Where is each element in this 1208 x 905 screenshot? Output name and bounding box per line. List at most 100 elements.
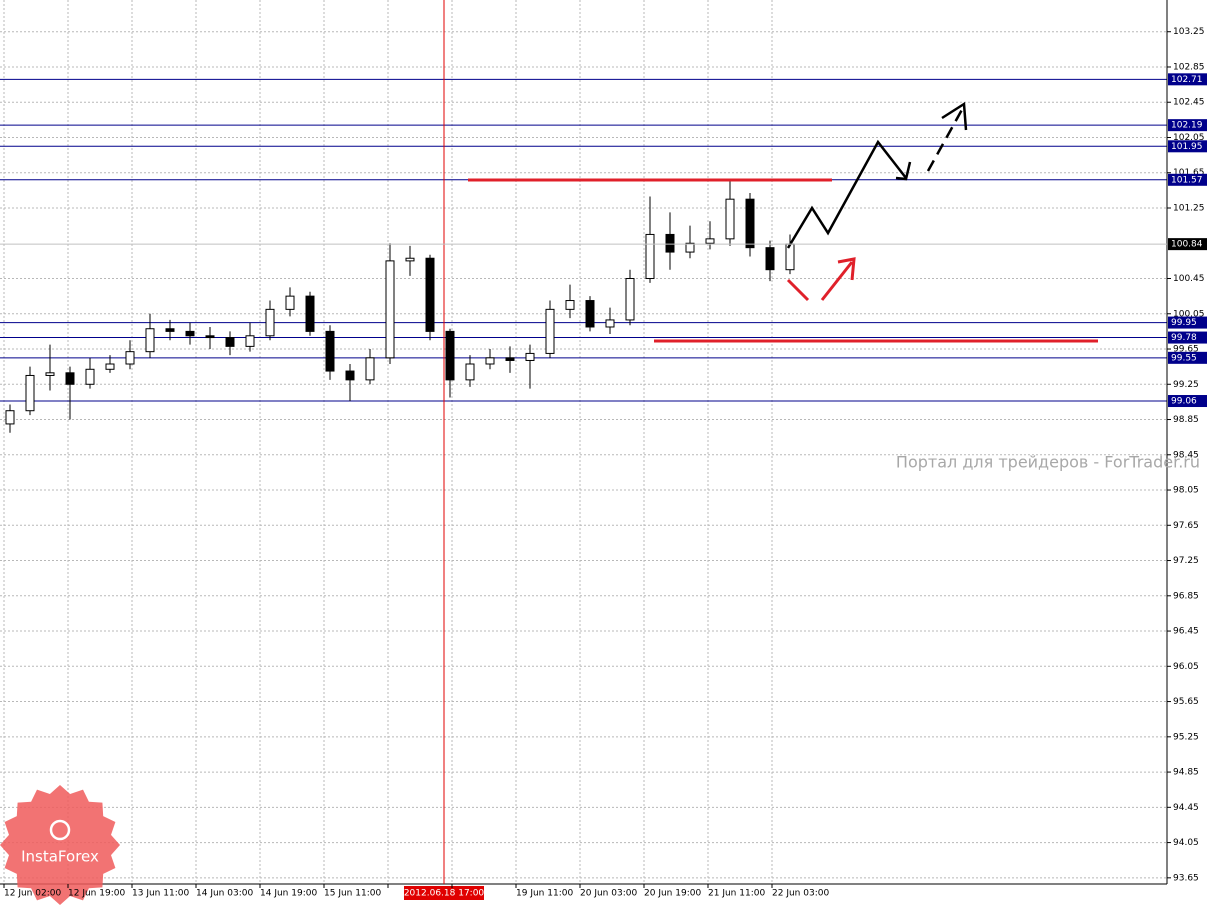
candle-body (445, 330, 455, 381)
candle-body (785, 243, 795, 271)
crosshair-label: 2012.06.18 17:00 (404, 889, 485, 899)
candle-body (745, 198, 755, 249)
x-tick-label: 20 Jun 03:00 (580, 889, 637, 899)
x-tick-label: 15 Jun 11:00 (324, 889, 381, 899)
alt-path (786, 278, 810, 302)
candle-body (765, 247, 775, 271)
x-tick-label: 20 Jun 19:00 (644, 889, 701, 899)
level-label-box (1168, 140, 1207, 153)
candle-body (405, 257, 415, 262)
candle-body (325, 330, 335, 372)
y-tick-label: 95.25 (1173, 732, 1199, 742)
alt-path (820, 261, 854, 301)
candle-body (485, 357, 495, 365)
y-tick-label: 102.85 (1173, 62, 1205, 72)
forecast-arrowhead (895, 161, 912, 181)
y-tick-label: 95.65 (1173, 697, 1199, 707)
y-tick-label: 97.25 (1173, 556, 1199, 566)
candle-body (265, 308, 275, 337)
y-tick-label: 98.05 (1173, 486, 1199, 496)
x-tick-label: 12 Jun 19:00 (68, 889, 125, 899)
forecast-arrowhead (941, 101, 968, 131)
current-price-box (1168, 238, 1207, 251)
level-label: 102.71 (1171, 75, 1203, 85)
alt-arrowhead (837, 257, 856, 281)
candle-body (465, 363, 475, 381)
y-tick-label: 101.65 (1173, 168, 1205, 178)
candle-body (505, 357, 515, 361)
level-label: 99.95 (1171, 318, 1197, 328)
y-tick-label: 98.45 (1173, 450, 1199, 460)
y-tick-label: 96.05 (1173, 662, 1199, 672)
candle-body (665, 233, 675, 253)
candle-body (145, 328, 155, 353)
y-tick-label: 96.85 (1173, 591, 1199, 601)
y-tick-label: 102.45 (1173, 98, 1205, 108)
logo-badge (0, 785, 120, 905)
candle-body (165, 328, 175, 332)
candle-body (65, 372, 75, 385)
candle-body (725, 198, 735, 240)
y-tick-label: 94.05 (1173, 838, 1199, 848)
candle-body (305, 295, 315, 332)
candle-body (525, 352, 535, 361)
candle-body (705, 238, 715, 244)
crosshair-label-box (404, 886, 484, 900)
candle-body (205, 335, 215, 339)
candle-body (105, 363, 115, 370)
level-label-box (1168, 173, 1207, 186)
level-label-box (1168, 331, 1207, 344)
candle-body (425, 257, 435, 332)
logo: InstaForex (0, 785, 120, 905)
y-tick-label: 100.45 (1173, 274, 1205, 284)
y-tick-label: 96.45 (1173, 627, 1199, 637)
x-tick-label: 14 Jun 19:00 (260, 889, 317, 899)
candle-body (225, 337, 235, 347)
candle-body (685, 242, 695, 253)
level-label: 99.55 (1171, 353, 1197, 363)
candle-body (585, 300, 595, 328)
candle-body (5, 410, 15, 425)
candle-body (345, 370, 355, 381)
candle-body (365, 357, 375, 381)
y-tick-label: 99.65 (1173, 345, 1199, 355)
x-tick-label: 21 Jun 11:00 (708, 889, 765, 899)
y-tick-label: 100.05 (1173, 309, 1205, 319)
y-tick-label: 94.45 (1173, 803, 1199, 813)
logo-text: InstaForex (21, 848, 99, 866)
candle-body (645, 233, 655, 280)
candle-body (245, 335, 255, 347)
forecast-dashed (926, 105, 966, 172)
level-label: 101.95 (1171, 142, 1203, 152)
y-tick-label: 93.65 (1173, 873, 1199, 883)
level-label: 101.57 (1171, 175, 1203, 185)
x-tick-label: 19 Jun 11:00 (516, 889, 573, 899)
y-tick-label: 94.85 (1173, 768, 1199, 778)
watermark: Портал для трейдеров - ForTrader.ru (896, 453, 1200, 472)
y-tick-label: 97.65 (1173, 521, 1199, 531)
candle-body (45, 372, 55, 376)
candle-body (545, 308, 555, 354)
logo-icon (49, 819, 71, 841)
candle-body (125, 351, 135, 365)
candle-body (25, 374, 35, 412)
y-tick-label: 101.25 (1173, 204, 1205, 214)
candle-body (285, 295, 295, 310)
candle-body (605, 319, 615, 328)
y-tick-label: 99.25 (1173, 380, 1199, 390)
level-label-box (1168, 316, 1207, 329)
y-tick-label: 98.85 (1173, 415, 1199, 425)
x-tick-label: 12 Jun 02:00 (4, 889, 61, 899)
candle-body (565, 300, 575, 310)
level-label-box (1168, 119, 1207, 132)
level-label-box (1168, 395, 1207, 408)
level-label-box (1168, 351, 1207, 364)
y-tick-label: 103.25 (1173, 27, 1205, 37)
x-tick-label: 22 Jun 03:00 (772, 889, 829, 899)
level-label: 99.06 (1171, 397, 1197, 407)
level-label: 99.78 (1171, 333, 1197, 343)
candle-body (385, 260, 395, 359)
candle-body (185, 330, 195, 337)
